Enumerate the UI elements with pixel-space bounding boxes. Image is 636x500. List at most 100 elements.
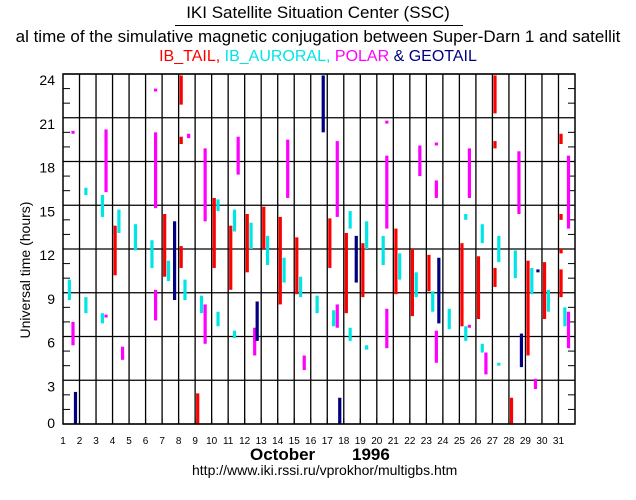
bar-ib-tail	[196, 393, 200, 424]
bar-ib-tail	[262, 206, 266, 249]
x-tick-label: 17	[322, 436, 334, 447]
y-tick-label: 15	[39, 203, 55, 219]
x-tick-label: 23	[421, 436, 433, 447]
x-tick-label: 10	[206, 436, 218, 447]
bar-polar	[335, 141, 339, 217]
legend-ampersand: &	[393, 48, 405, 65]
bar-ib-auroral	[150, 240, 154, 268]
x-tick-label: 31	[553, 436, 565, 447]
y-tick-label: 18	[39, 160, 55, 176]
bar-polar	[236, 136, 240, 175]
x-tick-label: 7	[159, 436, 165, 447]
bar-polar	[385, 155, 389, 229]
bar-ib-auroral	[513, 250, 517, 279]
bar-ib-auroral	[365, 345, 369, 350]
bar-geotail	[437, 257, 441, 324]
y-tick-label: 9	[47, 291, 55, 307]
x-tick-label: 22	[404, 436, 416, 447]
chart-title: IKI Satellite Situation Center (SSC)	[186, 3, 450, 22]
legend-geotail: GEOTAIL	[408, 48, 477, 65]
bar-ib-tail	[559, 133, 563, 144]
x-tick-label: 2	[77, 436, 83, 447]
legend: IB_TAIL, IB_AURORAL, POLAR & GEOTAIL	[0, 48, 636, 66]
bar-polar	[71, 321, 75, 346]
bar-polar	[517, 151, 521, 214]
bar-ib-tail	[245, 214, 249, 273]
x-tick-label: 21	[388, 436, 400, 447]
bar-ib-tail	[493, 141, 497, 149]
bar-geotail	[172, 221, 177, 301]
bar-polar	[104, 314, 108, 318]
bar-geotail	[354, 235, 358, 283]
bar-geotail	[255, 301, 259, 341]
bar-ib-tail	[179, 246, 183, 268]
bar-polar	[566, 311, 571, 349]
x-tick-label: 14	[272, 436, 284, 447]
y-tick-label: 12	[39, 247, 55, 263]
x-tick-label: 13	[256, 436, 268, 447]
bar-polar	[120, 346, 125, 360]
bar-ib-auroral	[67, 279, 71, 301]
bar-ib-auroral	[563, 307, 567, 327]
bar-ib-tail	[559, 214, 563, 220]
bar-ib-auroral	[546, 289, 550, 312]
x-tick-label: 30	[536, 436, 548, 447]
x-tick-label: 9	[192, 436, 198, 447]
bar-polar	[203, 148, 207, 222]
bar-polar	[418, 145, 422, 177]
bar-ib-auroral	[414, 272, 418, 298]
bar-polar	[302, 355, 306, 371]
legend-polar: POLAR	[334, 48, 390, 65]
bar-ib-tail	[559, 249, 563, 254]
bar-polar	[385, 120, 389, 124]
y-axis-label: Universal time (hours)	[17, 201, 33, 339]
bar-polar	[187, 133, 191, 139]
bar-ib-auroral	[84, 187, 88, 196]
bar-geotail	[536, 269, 540, 273]
bar-polar	[104, 129, 108, 193]
y-tick-label: 3	[47, 378, 55, 394]
chart-subtitle: al time of the simulative magnetic conju…	[15, 27, 621, 46]
source-url[interactable]: http://www.iki.rssi.ru/vprokhor/multigbs…	[192, 462, 458, 478]
bar-polar	[484, 352, 488, 375]
x-tick-label: 16	[305, 436, 317, 447]
legend-ib-tail: IB_TAIL,	[159, 48, 221, 65]
bar-ib-auroral	[199, 295, 204, 314]
bar-ib-auroral	[100, 313, 105, 324]
bar-ib-auroral	[464, 214, 468, 220]
bar-ib-auroral	[299, 276, 303, 298]
x-tick-label: 4	[110, 436, 116, 447]
bar-polar	[434, 180, 438, 198]
bar-ib-tail	[179, 136, 183, 144]
bar-polar	[434, 142, 438, 146]
bar-ib-tail	[113, 225, 117, 276]
x-tick-label: 3	[93, 436, 99, 447]
bar-ib-tail	[493, 75, 497, 114]
bar-ib-auroral	[265, 235, 270, 266]
bar-geotail	[519, 333, 524, 368]
bar-ib-auroral	[216, 199, 220, 212]
bar-ib-tail	[163, 214, 167, 277]
bar-ib-tail	[526, 260, 530, 356]
bar-ib-tail	[410, 249, 415, 317]
y-tick-label: 24	[39, 72, 55, 88]
bar-polar	[286, 139, 290, 198]
bar-ib-auroral	[365, 221, 369, 249]
bar-polar	[71, 130, 75, 134]
y-tick-label: 0	[47, 415, 55, 431]
x-tick-label: 5	[126, 436, 132, 447]
x-tick-label: 25	[454, 436, 466, 447]
bar-ib-tail	[295, 237, 299, 295]
bar-ib-tail	[344, 232, 348, 314]
bar-ib-tail	[361, 243, 365, 298]
bar-polar	[566, 155, 571, 229]
bar-ib-auroral	[117, 209, 121, 233]
bar-ib-tail	[278, 216, 282, 305]
bar-ib-auroral	[530, 267, 534, 295]
bar-ib-tail	[229, 225, 233, 290]
plot-frame	[62, 73, 576, 425]
bar-ib-tail	[179, 75, 183, 105]
x-tick-label: 27	[487, 436, 499, 447]
bar-ib-auroral	[447, 308, 451, 330]
